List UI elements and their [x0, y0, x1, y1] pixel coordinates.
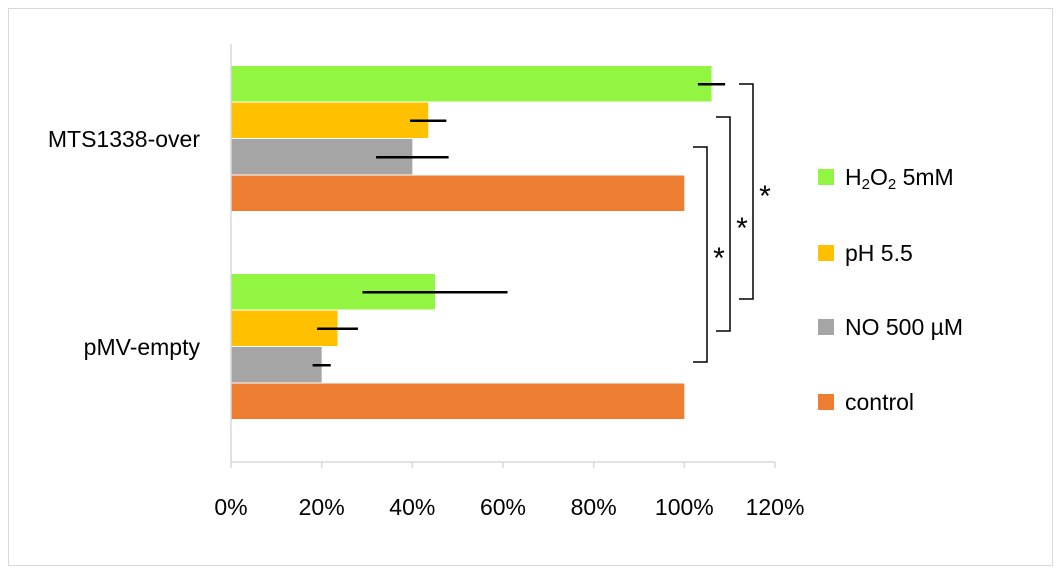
legend-swatch-h2o2	[818, 169, 834, 185]
bar-1-3	[231, 383, 685, 419]
bar-0-0	[231, 66, 712, 102]
legend-label-ph: pH 5.5	[845, 240, 913, 266]
x-tick-label-3: 60%	[480, 494, 526, 520]
bars-layer	[231, 66, 712, 419]
x-tick-labels: 0% 20% 40% 60% 80% 100% 120%	[214, 494, 804, 520]
legend-label-part-2: O	[870, 164, 888, 190]
x-tick-label-1: 20%	[299, 494, 345, 520]
x-tick-label-0: 0%	[214, 494, 247, 520]
error-bars-layer	[312, 83, 726, 367]
legend-swatch-control	[818, 394, 834, 410]
legend-label-part-1: 2	[862, 176, 870, 193]
axes-layer	[230, 44, 776, 468]
x-tick-label-4: 80%	[571, 494, 617, 520]
x-tick-label-6: 120%	[746, 494, 805, 520]
bar-1-2	[231, 347, 322, 383]
significance-star-0: *	[713, 242, 725, 275]
x-tick-label-5: 100%	[655, 494, 714, 520]
legend-swatch-no	[818, 319, 834, 335]
legend-label-no: NO 500 µM	[845, 314, 963, 340]
legend-label-part-3: 2	[888, 176, 896, 193]
significance-brackets: * * *	[693, 83, 771, 363]
category-label-0: MTS1338-over	[48, 126, 200, 152]
category-label-1: pMV-empty	[84, 334, 201, 360]
bar-0-3	[231, 175, 685, 211]
legend-label-h2o2: H2O2 5mM	[845, 164, 954, 193]
significance-bracket-0	[693, 146, 708, 363]
category-labels: MTS1338-over pMV-empty	[48, 126, 201, 360]
legend-label-part-0: H	[845, 164, 862, 190]
significance-star-1: *	[736, 212, 748, 245]
legend-swatch-ph	[818, 245, 834, 261]
significance-bracket-1	[716, 116, 731, 332]
significance-star-2: *	[759, 180, 771, 213]
legend-label-control: control	[845, 389, 914, 415]
bar-0-1	[231, 102, 429, 138]
x-tick-label-2: 40%	[389, 494, 435, 520]
legend-label-part-4: 5mM	[896, 164, 954, 190]
significance-bracket-2	[739, 83, 754, 300]
